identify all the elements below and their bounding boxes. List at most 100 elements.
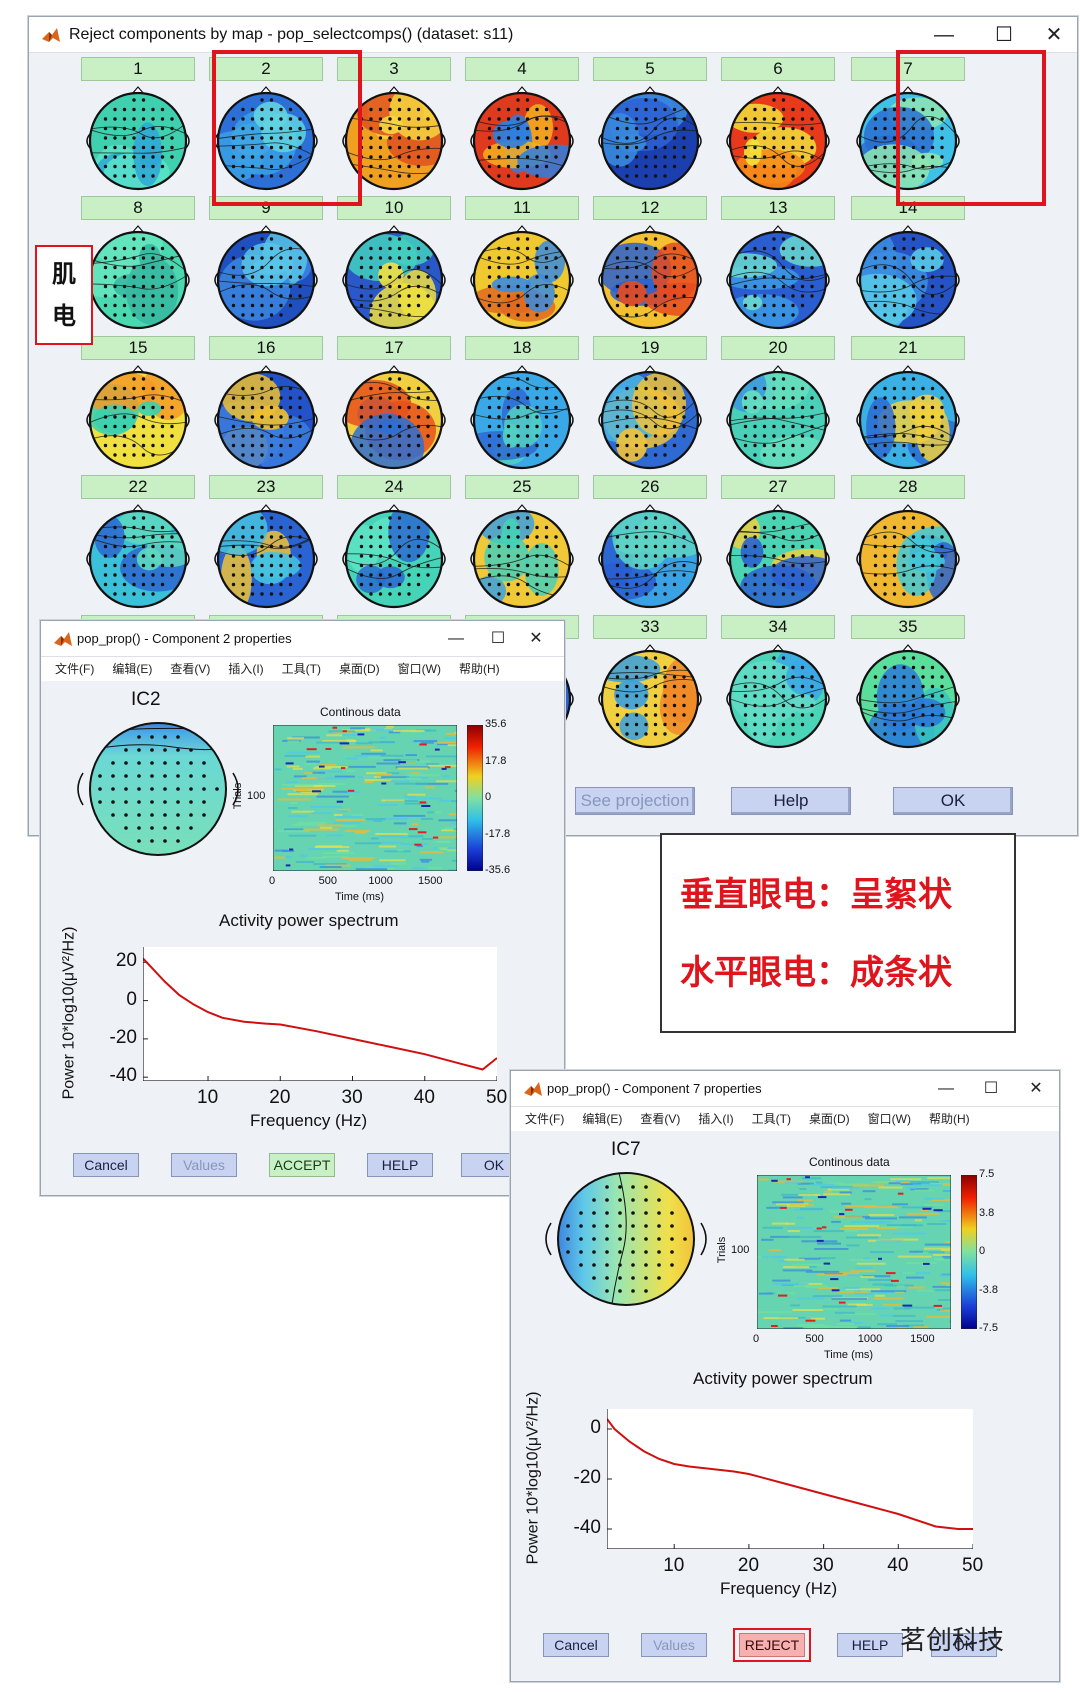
menu-item[interactable]: 桌面(D) xyxy=(808,1112,850,1126)
component-27-button[interactable]: 27 xyxy=(721,475,835,499)
menu-item[interactable]: 查看(V) xyxy=(170,662,211,676)
component-topomap-7[interactable] xyxy=(852,84,964,194)
component-19-button[interactable]: 19 xyxy=(593,336,707,360)
menu-item[interactable]: 帮助(H) xyxy=(928,1112,970,1126)
component-topomap-22[interactable] xyxy=(82,502,194,612)
ok-button[interactable]: OK xyxy=(893,787,1013,815)
menu-item[interactable]: 文件(F) xyxy=(525,1112,565,1126)
component-topomap-21[interactable] xyxy=(852,363,964,473)
menu-item[interactable]: 窗口(W) xyxy=(397,662,441,676)
component-topomap-15[interactable] xyxy=(82,363,194,473)
component-topomap-2[interactable] xyxy=(210,84,322,194)
component-topomap-20[interactable] xyxy=(722,363,834,473)
accept-button[interactable]: ACCEPT xyxy=(269,1153,335,1177)
component-18-button[interactable]: 18 xyxy=(465,336,579,360)
component-topomap-14[interactable] xyxy=(852,223,964,333)
component-11-button[interactable]: 11 xyxy=(465,196,579,220)
reject-button[interactable]: REJECT xyxy=(739,1633,805,1657)
component-28-button[interactable]: 28 xyxy=(851,475,965,499)
component-10-button[interactable]: 10 xyxy=(337,196,451,220)
component-topomap-11[interactable] xyxy=(466,223,578,333)
component-topomap-18[interactable] xyxy=(466,363,578,473)
component-15-button[interactable]: 15 xyxy=(81,336,195,360)
ok-button[interactable]: OK xyxy=(931,1633,997,1657)
help-button[interactable]: HELP xyxy=(367,1153,433,1177)
component-33-button[interactable]: 33 xyxy=(593,615,707,639)
help-button[interactable]: Help xyxy=(731,787,851,815)
main-titlebar[interactable]: Reject components by map - pop_selectcom… xyxy=(29,17,1077,53)
menu-item[interactable]: 工具(T) xyxy=(281,662,321,676)
component-3-button[interactable]: 3 xyxy=(337,57,451,81)
component-34-button[interactable]: 34 xyxy=(721,615,835,639)
component-topomap-33[interactable] xyxy=(594,642,706,752)
component-1-button[interactable]: 1 xyxy=(81,57,195,81)
component-topomap-17[interactable] xyxy=(338,363,450,473)
component-topomap-25[interactable] xyxy=(466,502,578,612)
component-topomap-16[interactable] xyxy=(210,363,322,473)
component-topomap-8[interactable] xyxy=(82,223,194,333)
component-topomap-23[interactable] xyxy=(210,502,322,612)
component-topomap-28[interactable] xyxy=(852,502,964,612)
component-4-button[interactable]: 4 xyxy=(465,57,579,81)
maximize-button[interactable]: ☐ xyxy=(995,24,1013,46)
values-button[interactable]: Values xyxy=(641,1633,707,1657)
component-topomap-27[interactable] xyxy=(722,502,834,612)
component-24-button[interactable]: 24 xyxy=(337,475,451,499)
component-topomap-6[interactable] xyxy=(722,84,834,194)
values-button[interactable]: Values xyxy=(171,1153,237,1177)
help-button[interactable]: HELP xyxy=(837,1633,903,1657)
component-topomap-13[interactable] xyxy=(722,223,834,333)
close-button[interactable]: ✕ xyxy=(1029,1080,1043,1097)
component-14-button[interactable]: 14 xyxy=(851,196,965,220)
component-22-button[interactable]: 22 xyxy=(81,475,195,499)
minimize-button[interactable]: — xyxy=(934,24,954,46)
component-7-button[interactable]: 7 xyxy=(851,57,965,81)
menu-item[interactable]: 帮助(H) xyxy=(458,662,500,676)
component-topomap-1[interactable] xyxy=(82,84,194,194)
component-23-button[interactable]: 23 xyxy=(209,475,323,499)
component-21-button[interactable]: 21 xyxy=(851,336,965,360)
menu-item[interactable]: 编辑(E) xyxy=(582,1112,623,1126)
component-26-button[interactable]: 26 xyxy=(593,475,707,499)
component-2-button[interactable]: 2 xyxy=(209,57,323,81)
component-topomap-19[interactable] xyxy=(594,363,706,473)
maximize-button[interactable]: ☐ xyxy=(490,630,506,647)
component-topomap-35[interactable] xyxy=(852,642,964,752)
component-topomap-4[interactable] xyxy=(466,84,578,194)
prop2-titlebar[interactable]: pop_prop() - Component 2 properties — ☐ … xyxy=(41,621,564,657)
minimize-button[interactable]: — xyxy=(448,630,464,647)
component-topomap-12[interactable] xyxy=(594,223,706,333)
see-projection-button[interactable]: See projection xyxy=(575,787,695,815)
component-topomap-10[interactable] xyxy=(338,223,450,333)
component-25-button[interactable]: 25 xyxy=(465,475,579,499)
menu-item[interactable]: 插入(I) xyxy=(228,662,264,676)
component-topomap-24[interactable] xyxy=(338,502,450,612)
component-topomap-5[interactable] xyxy=(594,84,706,194)
component-8-button[interactable]: 8 xyxy=(81,196,195,220)
close-button[interactable]: ✕ xyxy=(1045,24,1063,46)
menu-item[interactable]: 工具(T) xyxy=(751,1112,791,1126)
menu-item[interactable]: 插入(I) xyxy=(698,1112,734,1126)
component-16-button[interactable]: 16 xyxy=(209,336,323,360)
component-topomap-26[interactable] xyxy=(594,502,706,612)
close-button[interactable]: ✕ xyxy=(529,630,543,647)
component-topomap-34[interactable] xyxy=(722,642,834,752)
prop7-titlebar[interactable]: pop_prop() - Component 7 properties — ☐ … xyxy=(511,1071,1059,1107)
minimize-button[interactable]: — xyxy=(938,1080,954,1097)
component-12-button[interactable]: 12 xyxy=(593,196,707,220)
component-topomap-3[interactable] xyxy=(338,84,450,194)
component-35-button[interactable]: 35 xyxy=(851,615,965,639)
component-20-button[interactable]: 20 xyxy=(721,336,835,360)
menu-item[interactable]: 编辑(E) xyxy=(112,662,153,676)
menu-item[interactable]: 桌面(D) xyxy=(338,662,380,676)
menu-item[interactable]: 查看(V) xyxy=(640,1112,681,1126)
cancel-button[interactable]: Cancel xyxy=(73,1153,139,1177)
component-9-button[interactable]: 9 xyxy=(209,196,323,220)
component-5-button[interactable]: 5 xyxy=(593,57,707,81)
cancel-button[interactable]: Cancel xyxy=(543,1633,609,1657)
menu-item[interactable]: 窗口(W) xyxy=(867,1112,911,1126)
component-6-button[interactable]: 6 xyxy=(721,57,835,81)
menu-item[interactable]: 文件(F) xyxy=(55,662,95,676)
component-13-button[interactable]: 13 xyxy=(721,196,835,220)
component-17-button[interactable]: 17 xyxy=(337,336,451,360)
